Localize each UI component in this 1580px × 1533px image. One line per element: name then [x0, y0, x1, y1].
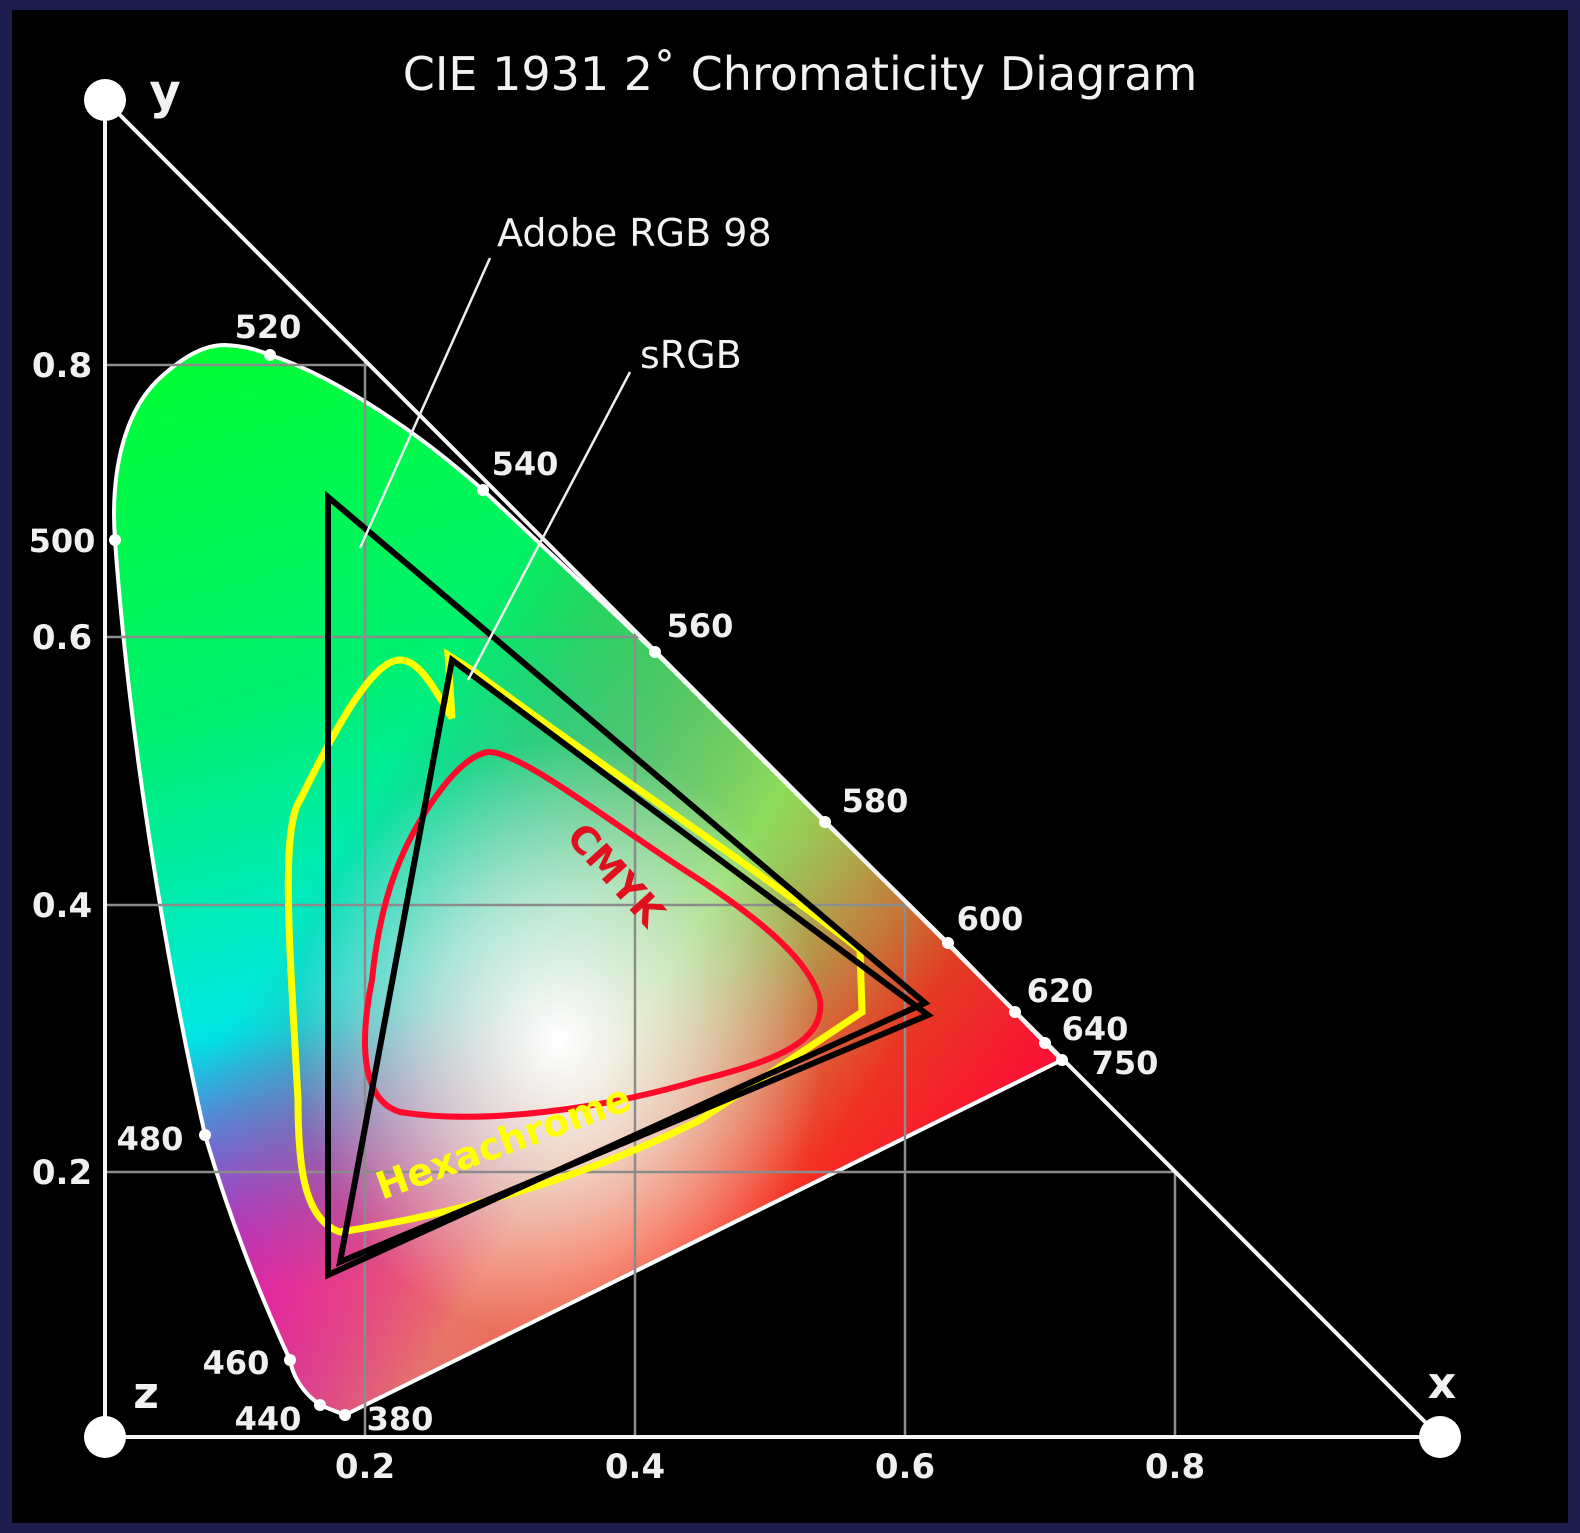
axes	[84, 79, 1461, 1458]
wavelength-dot	[109, 534, 121, 546]
wavelength-dot	[264, 349, 276, 361]
wavelength-dot	[1009, 1006, 1021, 1018]
locus-outline	[112, 342, 1066, 1418]
y-tick-label: 0.4	[32, 886, 92, 926]
gamut-label: sRGB	[640, 333, 742, 377]
labels: 0.2 0.4 0.6 0.8 0.2 0.4 0.6 0.8 380 440 460 480 500 5…	[29, 308, 1206, 1487]
wavelength-label: 640	[1062, 1010, 1129, 1048]
wavelength-dot	[199, 1129, 211, 1141]
x-tick-label: 0.4	[605, 1447, 665, 1487]
y-tick-label: 0.8	[32, 346, 92, 386]
axis-label: x	[1428, 1358, 1456, 1409]
wavelength-dot	[314, 1399, 326, 1411]
spectral-locus	[112, 342, 1066, 1418]
wavelength-label: 560	[667, 607, 734, 645]
axis-dot	[84, 79, 126, 121]
title: CIE 1931 2˚ Chromaticity Diagram	[403, 47, 1198, 101]
y-tick-label: 0.6	[32, 618, 92, 658]
gamuts	[284, 257, 935, 1280]
axis-label: y	[149, 64, 180, 120]
wavelength-label: 580	[842, 782, 909, 820]
wavelength-dot	[1056, 1054, 1068, 1066]
gamut-label: Adobe RGB 98	[497, 211, 772, 255]
wavelength-dot	[649, 646, 661, 658]
wavelength-dot	[819, 816, 831, 828]
x-tick-label: 0.6	[875, 1447, 935, 1487]
wavelength-label: 380	[367, 1400, 434, 1438]
wavelength-label: 460	[203, 1344, 270, 1382]
wavelength-dot	[1039, 1037, 1051, 1049]
axis-label: z	[133, 1368, 159, 1419]
wavelength-label: 520	[235, 308, 302, 346]
hexachrome-gamut	[284, 648, 866, 1236]
x-tick-label: 0.8	[1145, 1447, 1205, 1487]
cmyk-gamut	[362, 748, 824, 1120]
wavelength-label: 600	[957, 900, 1024, 938]
diagonal	[103, 98, 1442, 1439]
wavelength-dot	[942, 937, 954, 949]
wavelength-label: 750	[1092, 1044, 1159, 1082]
y-tick-label: 0.2	[32, 1153, 92, 1193]
leader-line	[358, 257, 492, 549]
wavelength-dot	[477, 484, 489, 496]
locus-fill	[114, 345, 1062, 1415]
wavelength-label: 440	[235, 1400, 302, 1438]
wavelength-label: 500	[29, 522, 96, 560]
wavelength-label: 620	[1027, 972, 1094, 1010]
x-tick-label: 0.2	[335, 1447, 395, 1487]
wavelength-dot	[339, 1409, 351, 1421]
axis-dot	[1419, 1416, 1461, 1458]
wavelength-dot	[284, 1354, 296, 1366]
srgb-gamut	[336, 654, 935, 1267]
axis-dot	[84, 1416, 126, 1458]
wavelength-label: 480	[117, 1120, 184, 1158]
wavelength-label: 540	[492, 445, 559, 483]
leader-line	[466, 371, 632, 681]
